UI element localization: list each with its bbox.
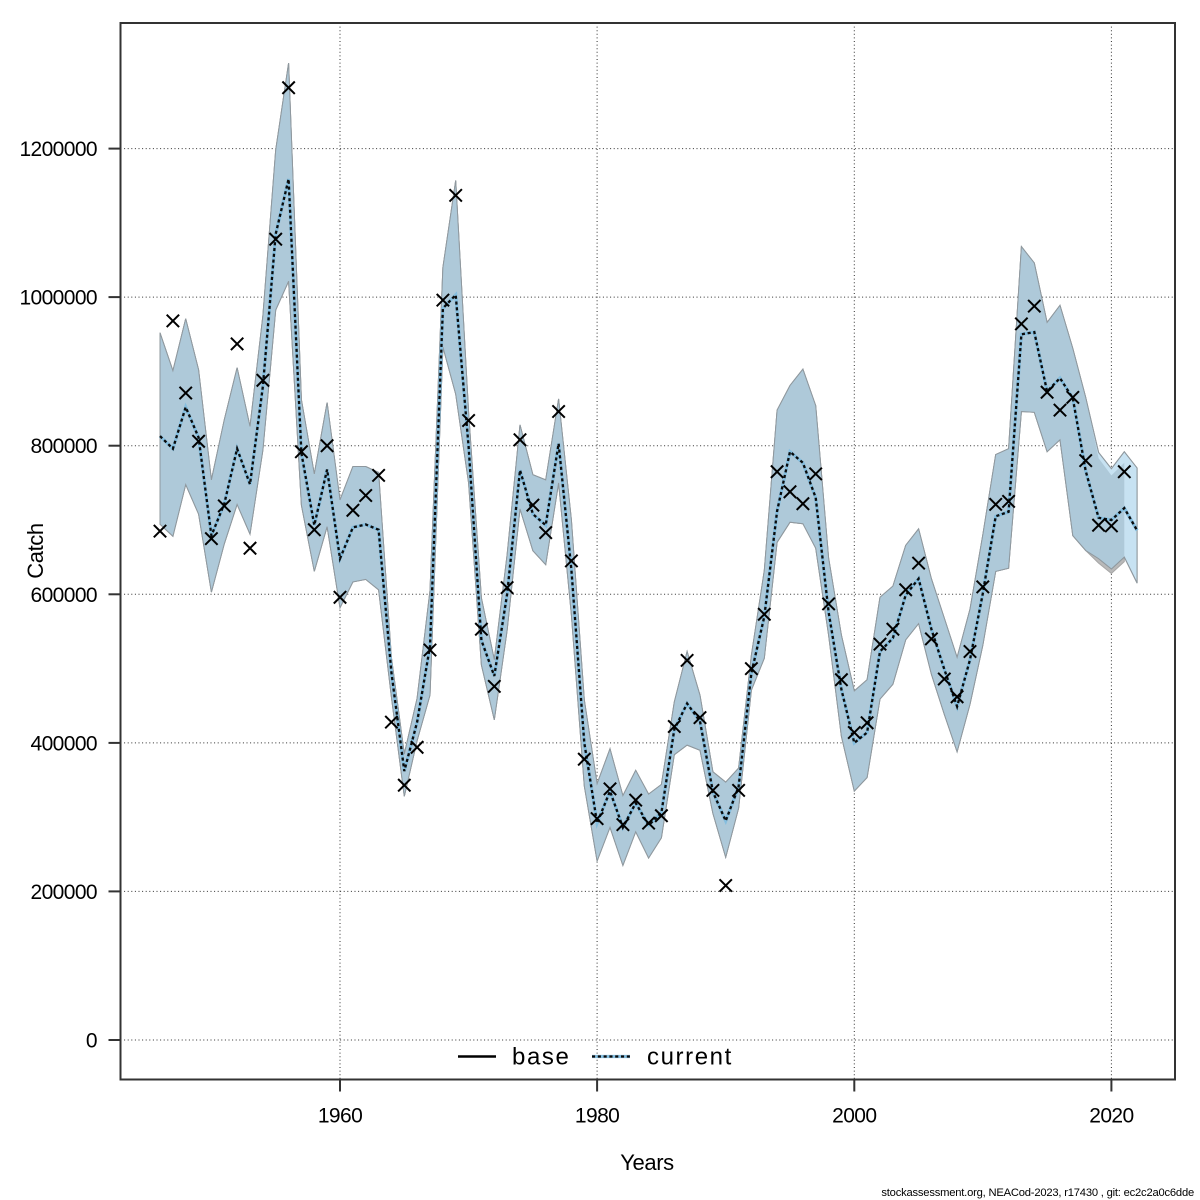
svg-text:600000: 600000	[31, 584, 97, 607]
svg-text:1000000: 1000000	[19, 287, 97, 310]
svg-text:400000: 400000	[31, 732, 97, 755]
svg-text:800000: 800000	[31, 435, 97, 458]
svg-text:0: 0	[86, 1030, 97, 1053]
svg-text:1200000: 1200000	[19, 138, 97, 161]
svg-text:current: current	[647, 1044, 733, 1071]
svg-text:base: base	[512, 1044, 570, 1071]
svg-text:Catch: Catch	[23, 523, 48, 578]
svg-text:1960: 1960	[318, 1105, 362, 1128]
svg-text:stockassessment.org, NEACod-20: stockassessment.org, NEACod-2023, r17430…	[881, 1187, 1194, 1199]
svg-text:2020: 2020	[1089, 1105, 1133, 1128]
svg-text:200000: 200000	[31, 881, 97, 904]
svg-text:1980: 1980	[575, 1105, 619, 1128]
svg-text:2000: 2000	[832, 1105, 876, 1128]
svg-text:Years: Years	[620, 1150, 674, 1175]
